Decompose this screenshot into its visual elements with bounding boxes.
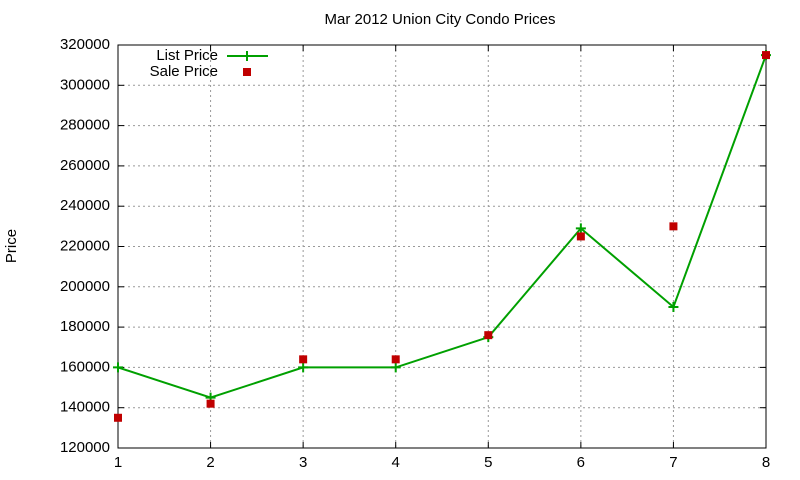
x-tick-label: 1 [114, 454, 122, 471]
y-tick-label: 180000 [60, 318, 110, 335]
data-point [762, 51, 770, 60]
legend-label: List Price [156, 47, 218, 64]
y-tick-label: 300000 [60, 76, 110, 93]
data-point [576, 232, 585, 241]
y-tick-label: 280000 [60, 117, 110, 134]
data-point [669, 222, 678, 231]
x-tick-label: 5 [484, 454, 492, 471]
x-tick-label: 3 [299, 454, 307, 471]
legend-label: Sale Price [150, 63, 218, 80]
y-tick-label: 260000 [60, 157, 110, 174]
x-tick-label: 7 [669, 454, 677, 471]
data-point [391, 355, 400, 364]
plot-frame [117, 44, 767, 449]
data-point [575, 223, 586, 234]
x-tick-label: 2 [206, 454, 214, 471]
data-point [206, 399, 215, 408]
data-point [484, 331, 493, 340]
series-line [117, 54, 767, 399]
data-point [298, 362, 309, 373]
data-point [114, 413, 122, 422]
y-tick-label: 200000 [60, 278, 110, 295]
data-point [668, 301, 679, 312]
data-point [299, 355, 308, 364]
x-tick-label: 8 [762, 454, 770, 471]
data-point [113, 362, 123, 373]
y-tick-label: 320000 [60, 36, 110, 53]
y-tick-label: 240000 [60, 197, 110, 214]
x-tick-label: 6 [577, 454, 585, 471]
y-tick-label: 120000 [60, 439, 110, 456]
y-tick-label: 160000 [60, 358, 110, 375]
legend-marker [242, 51, 252, 61]
y-axis-label: Price [3, 229, 20, 263]
legend-marker [243, 68, 251, 76]
y-tick-label: 220000 [60, 237, 110, 254]
x-tick-label: 4 [392, 454, 400, 471]
y-tick-label: 140000 [60, 399, 110, 416]
chart-title: Mar 2012 Union City Condo Prices [325, 11, 556, 28]
data-point [390, 362, 401, 373]
